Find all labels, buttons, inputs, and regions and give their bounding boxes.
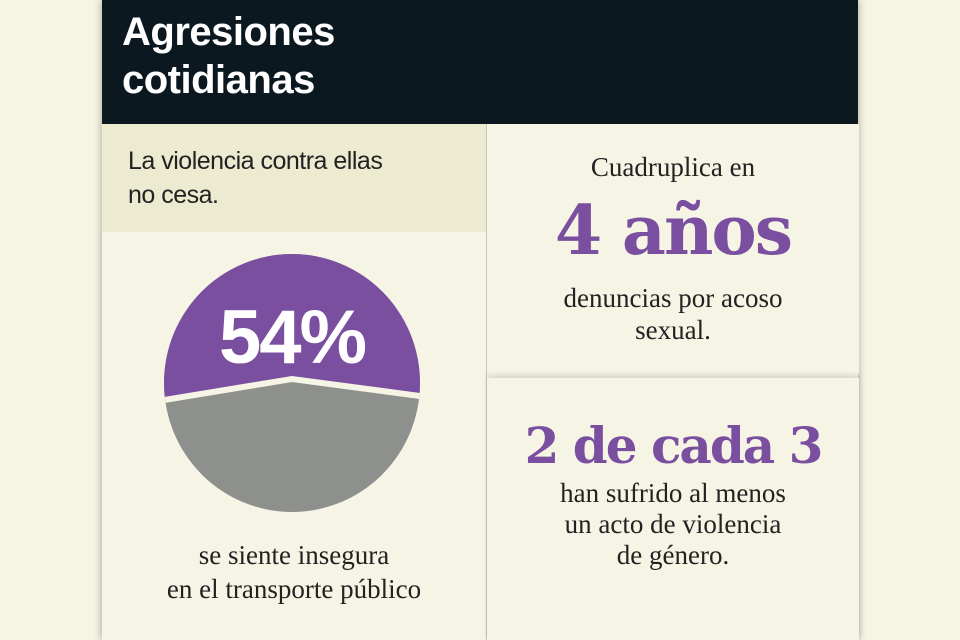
harassment-lead: Cuadruplica en (590, 152, 756, 182)
harassment-caption-line-2: sexual. (635, 315, 711, 345)
page-title: Agresiones cotidianas (122, 8, 335, 104)
infographic-card: Agresiones cotidianas La violencia contr… (102, 0, 859, 640)
violence-caption: han sufrido al menos un acto de violenci… (487, 478, 859, 571)
pie-percentage-label: 54% (218, 295, 367, 380)
violence-highlight: 2 de cada 3 (524, 416, 824, 475)
intro-box: La violencia contra ellas no cesa. (102, 124, 486, 232)
pie-divider (164, 375, 420, 403)
pie-value-slice (164, 254, 420, 400)
title-line-2: cotidianas (122, 58, 315, 102)
violence-caption-line-2: un acto de violencia (564, 509, 782, 539)
right-column: Cuadruplica en 4 años denuncias por acos… (486, 124, 859, 640)
intro-text: La violencia contra ellas no cesa. (128, 144, 383, 212)
violence-caption-line-1: han sufrido al menos (560, 478, 786, 508)
percentage-pie (164, 254, 420, 512)
header: Agresiones cotidianas (102, 0, 858, 124)
harassment-stat-panel: Cuadruplica en 4 años denuncias por acos… (487, 124, 859, 374)
title-line-1: Agresiones (122, 10, 335, 54)
pie-caption: se siente insegura en el transporte públ… (102, 538, 486, 606)
pie-caption-line-1: se siente insegura (198, 540, 390, 570)
intro-line-2: no cesa. (128, 181, 219, 209)
harassment-caption-line-1: denuncias por acoso (563, 283, 783, 313)
pie-caption-line-2: en el transporte público (166, 574, 422, 604)
violence-stat-panel: 2 de cada 3 han sufrido al menos un acto… (487, 378, 859, 640)
violence-caption-line-3: de género. (616, 540, 730, 570)
left-column: La violencia contra ellas no cesa. 54% s… (102, 124, 486, 640)
harassment-caption: denuncias por acoso sexual. (487, 282, 859, 346)
intro-line-1: La violencia contra ellas (128, 147, 383, 175)
harassment-highlight: 4 años (554, 191, 793, 271)
